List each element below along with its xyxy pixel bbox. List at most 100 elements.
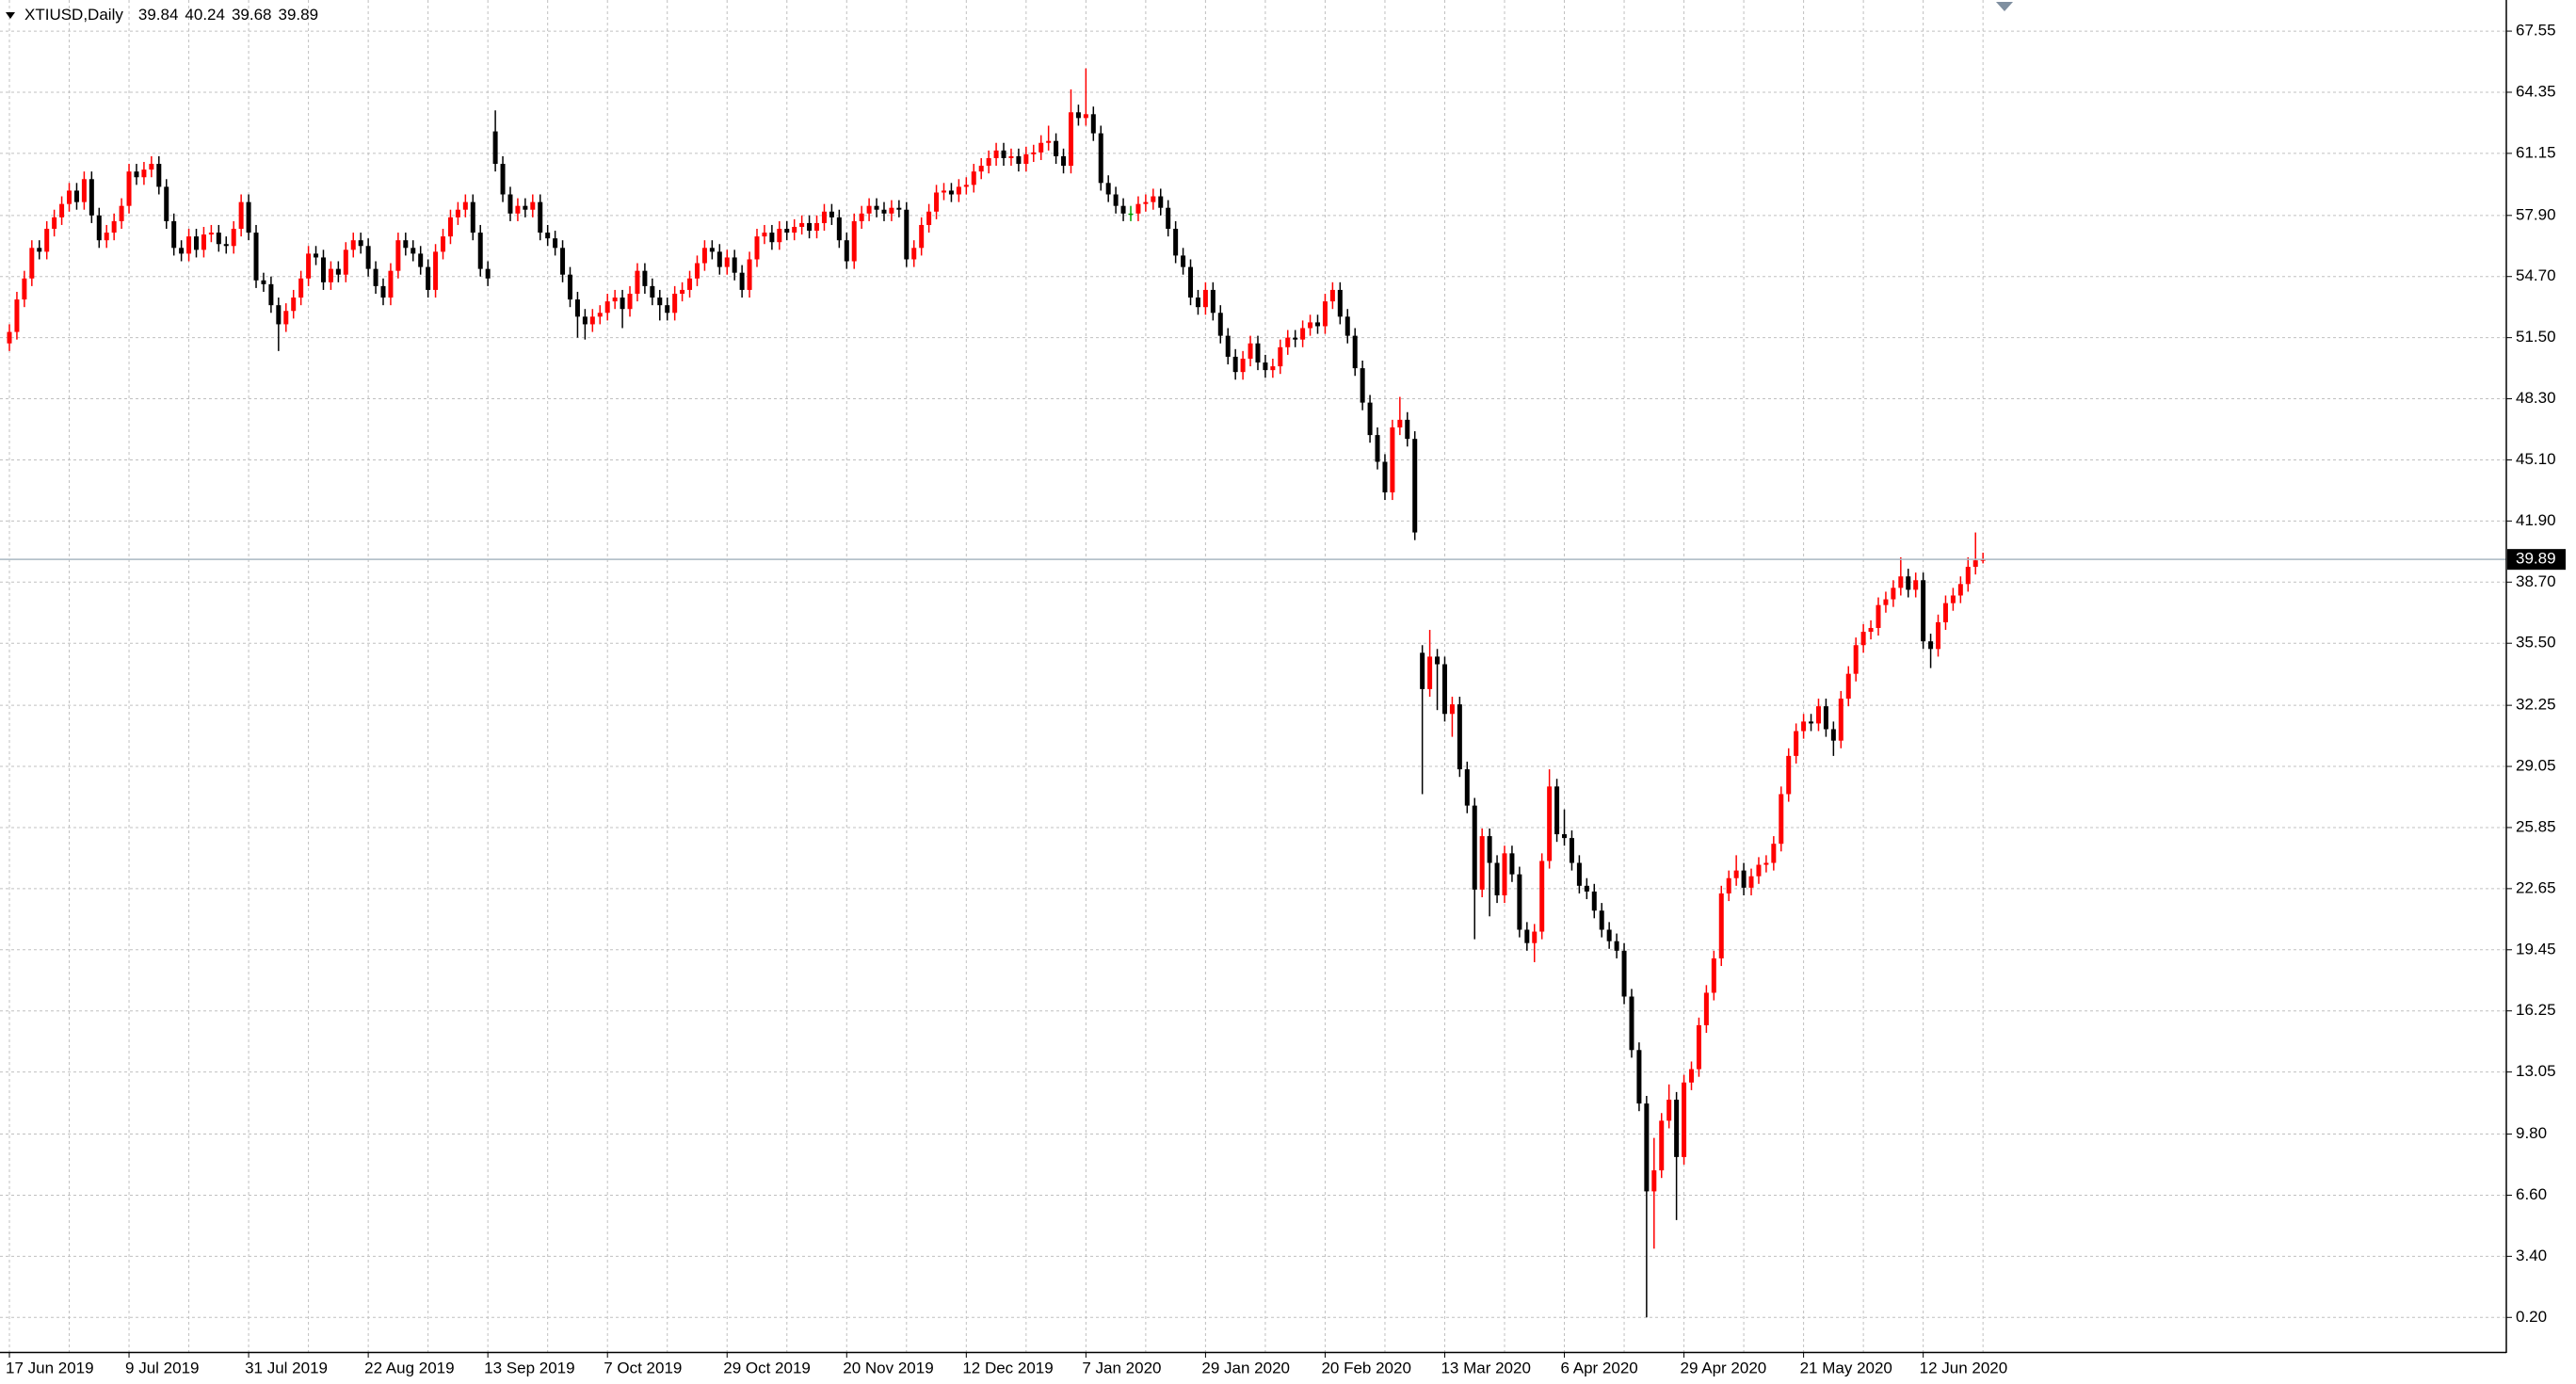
candle-body: [328, 268, 333, 282]
candle-body: [1173, 229, 1179, 256]
candle-body: [1390, 426, 1395, 492]
y-tick-label: 67.55: [2516, 22, 2556, 40]
shift-marker[interactable]: [1996, 2, 2013, 11]
candle-body: [1674, 1100, 1680, 1157]
candle-body: [358, 240, 363, 247]
candle-body: [874, 205, 879, 210]
candle-body: [126, 171, 132, 206]
candle-body: [665, 305, 670, 314]
price-label: 39.89: [2516, 550, 2556, 568]
candle-body: [1420, 652, 1425, 689]
candle-body: [1315, 322, 1320, 327]
candle-body: [403, 240, 409, 249]
candle-body: [470, 201, 475, 233]
candle-body: [380, 285, 386, 298]
candle-body: [1696, 1024, 1701, 1070]
candle-body: [716, 251, 722, 267]
y-tick-label: 19.45: [2516, 940, 2556, 958]
candle-body: [1151, 196, 1156, 202]
candle-body: [934, 192, 940, 212]
candle-body: [538, 201, 543, 233]
candle-body: [1853, 645, 1859, 674]
candle-body: [642, 270, 648, 286]
candle-body: [694, 263, 700, 279]
candle-body: [418, 253, 424, 267]
candle-body: [1217, 313, 1223, 336]
candle-body: [1576, 862, 1582, 886]
candle-body: [1562, 834, 1568, 839]
candle-body: [1001, 150, 1006, 158]
candle-body: [507, 194, 513, 214]
y-tick-label: 9.80: [2516, 1124, 2547, 1142]
candle-body: [866, 205, 872, 214]
candle-body: [447, 217, 453, 237]
y-tick-label: 3.40: [2516, 1247, 2547, 1264]
candle-body: [314, 253, 319, 258]
y-tick-label: 45.10: [2516, 450, 2556, 468]
candle-body: [1457, 704, 1462, 770]
candle-body: [1913, 580, 1919, 590]
candle-body: [1868, 627, 1874, 633]
candle-body: [1270, 366, 1276, 371]
candle-body: [261, 280, 266, 284]
candle-body: [1554, 786, 1560, 835]
candle-body: [986, 157, 991, 167]
candle-body: [1972, 560, 1978, 568]
candle-body: [59, 203, 65, 217]
low-value: 39.68: [232, 6, 272, 24]
candle-body: [1621, 950, 1627, 997]
candle-body: [784, 229, 790, 233]
y-tick-label: 22.65: [2516, 878, 2556, 896]
candle-body: [1494, 862, 1500, 895]
x-tick-label: 6 Apr 2020: [1561, 1359, 1638, 1376]
candle-body: [792, 226, 797, 233]
x-tick-label: 29 Jan 2020: [1201, 1359, 1290, 1376]
candle-body: [1464, 769, 1470, 806]
candle-body: [560, 248, 566, 275]
x-tick-label: 13 Mar 2020: [1441, 1359, 1530, 1376]
menu-arrow[interactable]: [6, 12, 15, 19]
candle-body: [1606, 929, 1612, 941]
candle-body: [635, 270, 640, 294]
candle-body: [844, 240, 849, 262]
high-value: 40.24: [185, 6, 225, 24]
candle-body: [1285, 337, 1291, 347]
candle-body: [1038, 142, 1044, 153]
candle-body: [52, 217, 57, 230]
candle-body: [343, 249, 348, 275]
candle-body: [1308, 322, 1313, 329]
candle-body: [365, 246, 371, 269]
candle-body: [574, 299, 580, 317]
x-tick-label: 21 May 2020: [1800, 1359, 1892, 1376]
candle-body: [1135, 203, 1141, 214]
candle-body: [455, 209, 460, 217]
y-tick-label: 6.60: [2516, 1185, 2547, 1203]
candle-body: [1921, 580, 1926, 642]
candle-body: [680, 289, 685, 294]
candle-body: [545, 233, 551, 239]
candle-body: [1248, 343, 1253, 359]
candle-body: [1255, 343, 1261, 363]
candle-body: [971, 171, 976, 185]
candle-body: [253, 233, 259, 281]
candle-body: [919, 224, 925, 249]
candle-body: [1427, 656, 1433, 689]
candle-body: [335, 268, 341, 275]
candle-body: [672, 293, 678, 314]
candle-body: [298, 278, 304, 298]
candle-body: [896, 207, 902, 210]
y-tick-label: 51.50: [2516, 328, 2556, 346]
candle-body: [1472, 805, 1477, 890]
candle-body: [1629, 996, 1634, 1051]
candle-body: [1689, 1069, 1694, 1083]
x-tick-label: 9 Jul 2019: [125, 1359, 199, 1376]
candle-body: [1263, 362, 1268, 371]
grid-layer: [0, 0, 2506, 1352]
candle-body: [1815, 706, 1821, 724]
candle-body: [582, 316, 588, 325]
candle-body: [1682, 1082, 1687, 1157]
candle-body: [963, 185, 969, 187]
candle-body: [1509, 853, 1515, 875]
candle-body: [1322, 301, 1328, 327]
candle-body: [1158, 196, 1164, 208]
